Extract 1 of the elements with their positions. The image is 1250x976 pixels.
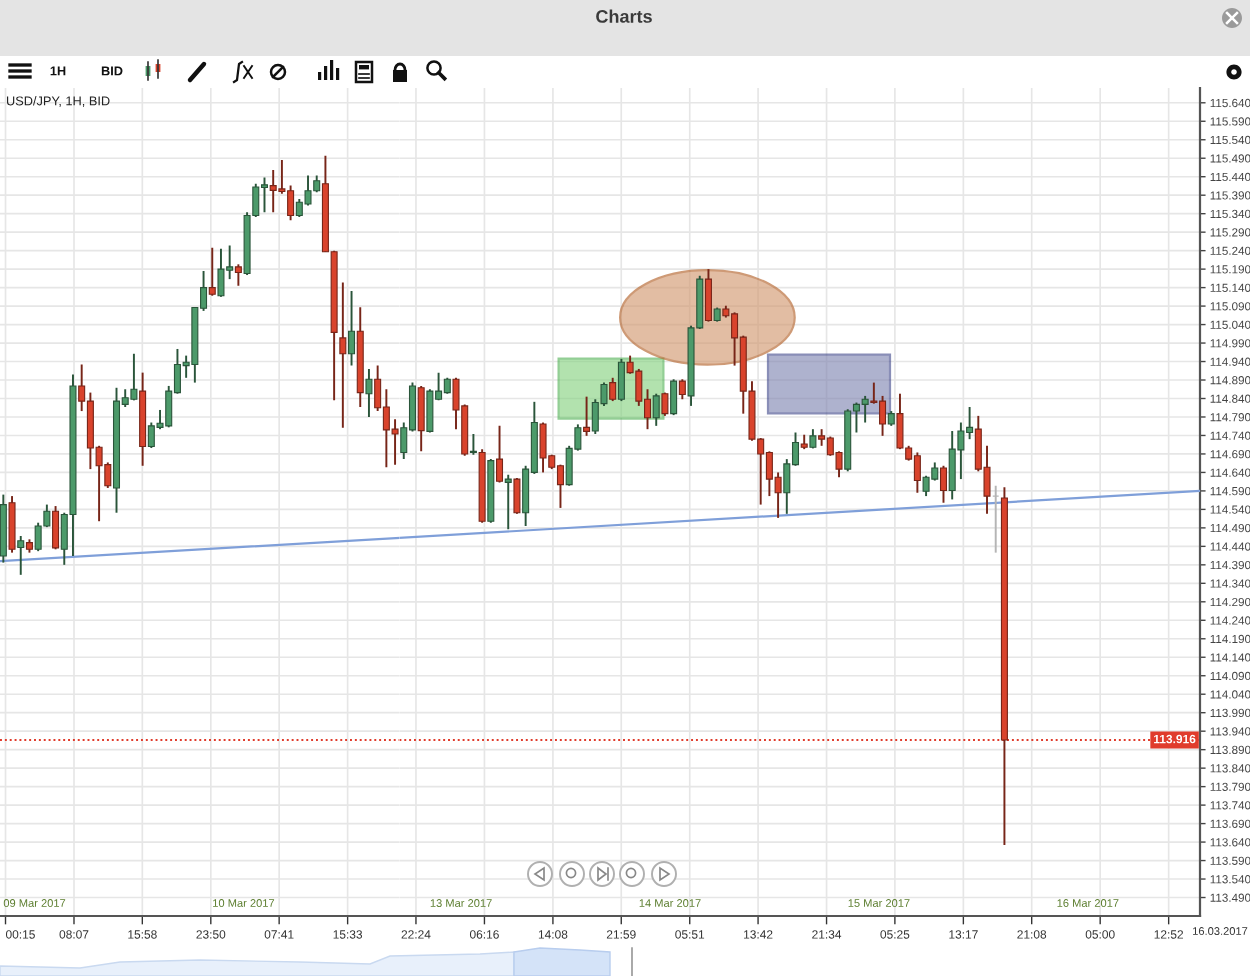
text: Charts (596, 9, 652, 23)
